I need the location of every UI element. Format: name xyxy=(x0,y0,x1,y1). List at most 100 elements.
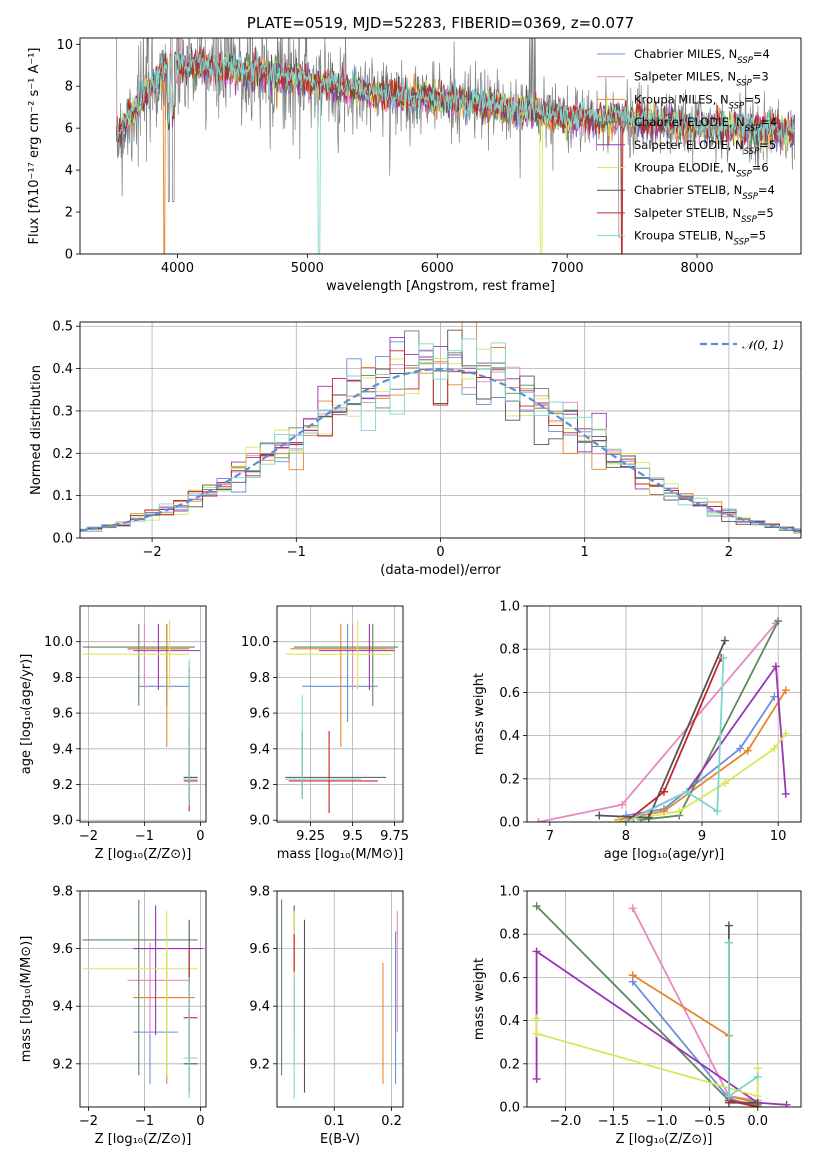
y-axis-label: mass weight xyxy=(472,673,487,755)
y-tick-label: 9.6 xyxy=(249,707,270,722)
series-marker xyxy=(782,1100,791,1107)
series-line-chabrier-miles xyxy=(632,981,758,1107)
x-tick-label: 6000 xyxy=(421,261,454,276)
axes-frame xyxy=(526,605,802,823)
legend-entry: Salpeter ELODIE, NSSP=5 xyxy=(634,138,776,157)
series-marker xyxy=(628,904,637,913)
series-marker xyxy=(532,947,541,956)
series-marker xyxy=(720,636,729,645)
y-tick-label: 4 xyxy=(65,164,73,179)
series-marker xyxy=(614,818,623,822)
y-tick-label: 0.6 xyxy=(499,971,520,986)
series-marker xyxy=(770,692,779,701)
y-tick-label: 9.4 xyxy=(249,1000,270,1015)
series-marker xyxy=(753,1103,762,1107)
y-axis-label: mass weight xyxy=(472,958,487,1040)
series-marker xyxy=(532,1029,541,1038)
x-axis-label: (data-model)/error xyxy=(380,563,501,578)
series-marker xyxy=(720,779,729,788)
y-tick-label: 9.2 xyxy=(249,778,270,793)
y-tick-label: 0.4 xyxy=(499,729,520,744)
series-line-kroupa-miles xyxy=(632,974,758,1104)
x-axis-label: mass [log₁₀(M/M⊙)] xyxy=(277,847,404,862)
legend-entry: Chabrier ELODIE, NSSP=4 xyxy=(634,115,777,134)
y-tick-label: 1.0 xyxy=(499,600,520,615)
series-marker xyxy=(675,807,684,816)
series-marker xyxy=(628,971,637,980)
series-marker xyxy=(713,807,722,816)
y-tick-label: 0.2 xyxy=(499,772,520,787)
y-tick-label: 9.4 xyxy=(52,742,73,757)
series-marker xyxy=(724,938,733,947)
y-tick-label: 0.6 xyxy=(499,686,520,701)
x-axis-label: E(B-V) xyxy=(320,1132,360,1147)
legend-entry: Kroupa MILES, NSSP=5 xyxy=(634,92,761,111)
x-tick-label: 9.25 xyxy=(296,829,325,844)
legend-entry: Chabrier MILES, NSSP=4 xyxy=(634,47,770,66)
axes-age_vs_Z: −2 −1 0 9.0 9.2 9.4 9.6 9.8 10.0 Z [log₁₀(Z/Z⊙)] a… xyxy=(19,605,207,862)
axes-frame xyxy=(79,605,207,823)
x-tick-label: −1 xyxy=(135,829,154,844)
x-tick-label: 0 xyxy=(196,829,204,844)
y-tick-label: 9.8 xyxy=(249,671,270,686)
x-axis-label: Z [log₁₀(Z/Z⊙)] xyxy=(616,1132,713,1147)
x-tick-label: 0 xyxy=(436,545,444,560)
errorbars-mass_vs_ebv xyxy=(281,899,398,1099)
normal-curve xyxy=(80,367,801,532)
y-axis-label: age [log₁₀(age/yr)] xyxy=(19,654,34,775)
axes-residuals: −2 −1 0 1 2 0.0 0.1 0.2 0.3 0.4 0.5 (data-model)/er… xyxy=(29,320,802,578)
series-marker xyxy=(724,921,733,930)
series-line-salpeter-elodie xyxy=(633,663,787,819)
y-tick-label: 6 xyxy=(65,122,73,137)
x-tick-label: 0.2 xyxy=(381,1114,402,1129)
x-tick-label: 0.1 xyxy=(324,1114,345,1129)
y-tick-label: 0.2 xyxy=(52,447,73,462)
axes-frame xyxy=(276,890,404,1108)
series-marker xyxy=(736,744,745,753)
series-marker xyxy=(771,662,780,671)
y-tick-label: 10.0 xyxy=(241,635,270,650)
axes-frame xyxy=(526,890,802,1108)
y-axis-label: mass [log₁₀(M/M⊙)] xyxy=(19,936,34,1063)
y-axis-label: Normed distribution xyxy=(29,365,44,495)
y-tick-label: 0.5 xyxy=(52,320,73,335)
series-marker xyxy=(532,1074,541,1083)
y-tick-label: 9.0 xyxy=(249,814,270,829)
model-line-kroupa-stelib xyxy=(115,48,795,254)
spectrum-legend: Chabrier MILES, NSSP=4 Salpeter MILES, NS… xyxy=(597,47,777,248)
series-line-kroupa-stelib xyxy=(625,657,725,822)
histogram-salpeter-elodie xyxy=(80,336,801,532)
series-marker xyxy=(724,1092,733,1101)
y-tick-label: 9.8 xyxy=(52,671,73,686)
axes-spectrum: 4000 5000 6000 7000 8000 0 2 4 6 8 10 wavelength [A… xyxy=(27,14,802,294)
y-tick-label: 0.4 xyxy=(499,1014,520,1029)
axes-frame xyxy=(79,37,802,255)
legend-entry: Chabrier STELIB, NSSP=4 xyxy=(634,183,775,202)
x-tick-label: 9 xyxy=(698,829,706,844)
histogram-kroupa-miles xyxy=(80,322,801,532)
chart-title: PLATE=0519, MJD=52283, FIBERID=0369, z=0… xyxy=(247,14,634,32)
y-tick-label: 0.2 xyxy=(499,1057,520,1072)
series-marker xyxy=(774,617,783,626)
series-marker xyxy=(719,653,728,662)
series-marker xyxy=(781,789,790,798)
y-axis-label: Flux [fλ10⁻¹⁷ erg cm⁻² s⁻¹ A⁻¹] xyxy=(27,48,42,245)
y-tick-label: 9.6 xyxy=(52,707,73,722)
y-tick-label: 9.2 xyxy=(52,778,73,793)
x-tick-label: 8 xyxy=(622,829,630,844)
series-marker xyxy=(682,787,691,796)
x-axis-label: age [log₁₀(age/yr)] xyxy=(604,847,725,862)
y-tick-label: 10.0 xyxy=(44,635,73,650)
x-tick-label: 7000 xyxy=(551,261,584,276)
x-tick-label: −1.0 xyxy=(646,1114,678,1129)
y-tick-label: 0.0 xyxy=(499,816,520,831)
axes-frame xyxy=(276,605,404,823)
series-line-kroupa-miles xyxy=(618,689,787,821)
series-marker xyxy=(644,813,653,822)
lines-weight_vs_age xyxy=(534,617,790,822)
y-tick-label: 9.8 xyxy=(249,885,270,900)
series-line-salpeter-stelib xyxy=(728,942,758,1107)
legend-entry: Salpeter STELIB, NSSP=5 xyxy=(634,206,774,225)
x-tick-label: 5000 xyxy=(291,261,324,276)
x-axis-label: Z [log₁₀(Z/Z⊙)] xyxy=(95,847,192,862)
